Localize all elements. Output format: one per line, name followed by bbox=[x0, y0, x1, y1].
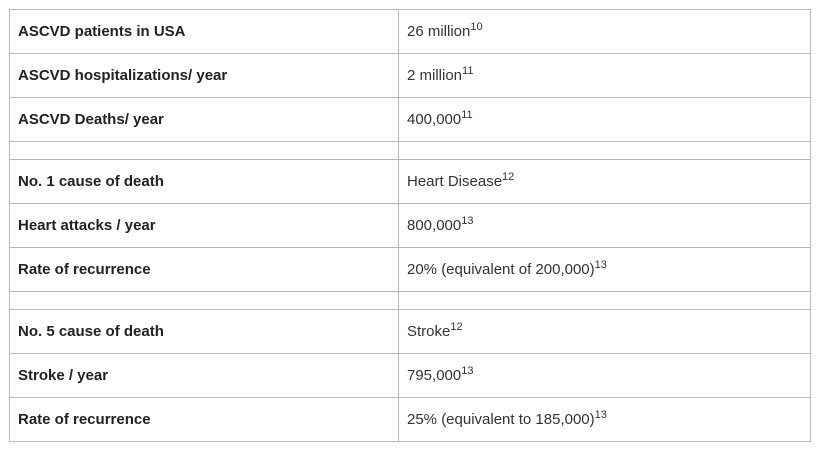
table-row: No. 5 cause of death Stroke12 bbox=[9, 309, 811, 354]
row-value: 400,000 bbox=[407, 111, 462, 128]
reference-superscript: 10 bbox=[470, 21, 483, 33]
row-value: Stroke bbox=[407, 323, 451, 340]
reference-superscript: 13 bbox=[461, 215, 474, 227]
row-value-cell: Heart Disease12 bbox=[398, 159, 811, 204]
reference-superscript: 12 bbox=[450, 321, 463, 333]
reference-superscript: 13 bbox=[461, 365, 474, 377]
row-value: 2 million bbox=[407, 67, 463, 84]
statistics-table: ASCVD patients in USA 26 million10 ASCVD… bbox=[9, 9, 811, 442]
row-value-cell: 400,00011 bbox=[398, 97, 811, 142]
spacer-cell bbox=[9, 141, 399, 160]
table-row: Stroke / year 795,00013 bbox=[9, 353, 811, 398]
row-label: ASCVD hospitalizations/ year bbox=[9, 53, 399, 98]
row-value-cell: 26 million10 bbox=[398, 9, 811, 54]
table-row: Rate of recurrence 20% (equivalent of 20… bbox=[9, 247, 811, 292]
reference-superscript: 11 bbox=[462, 65, 474, 77]
reference-superscript: 13 bbox=[594, 409, 607, 421]
section-spacer-row bbox=[9, 291, 811, 310]
row-value-cell: 795,00013 bbox=[398, 353, 811, 398]
row-label: No. 5 cause of death bbox=[9, 309, 399, 354]
table-row: No. 1 cause of death Heart Disease12 bbox=[9, 159, 811, 204]
spacer-cell bbox=[9, 291, 399, 310]
row-value: Heart Disease bbox=[407, 173, 503, 190]
table-row: Rate of recurrence 25% (equivalent to 18… bbox=[9, 397, 811, 442]
row-value-cell: Stroke12 bbox=[398, 309, 811, 354]
row-value: 795,000 bbox=[407, 367, 462, 384]
row-value: 25% (equivalent to 185,000) bbox=[407, 411, 595, 428]
table-row: ASCVD Deaths/ year 400,00011 bbox=[9, 97, 811, 142]
row-label: Heart attacks / year bbox=[9, 203, 399, 248]
row-value-cell: 20% (equivalent of 200,000)13 bbox=[398, 247, 811, 292]
row-value-cell: 25% (equivalent to 185,000)13 bbox=[398, 397, 811, 442]
row-value: 20% (equivalent of 200,000) bbox=[407, 261, 595, 278]
reference-superscript: 13 bbox=[594, 259, 607, 271]
section-spacer-row bbox=[9, 141, 811, 160]
row-label: ASCVD Deaths/ year bbox=[9, 97, 399, 142]
table-row: ASCVD hospitalizations/ year 2 million11 bbox=[9, 53, 811, 98]
row-value-cell: 2 million11 bbox=[398, 53, 811, 98]
row-label: ASCVD patients in USA bbox=[9, 9, 399, 54]
row-label: Rate of recurrence bbox=[9, 247, 399, 292]
reference-superscript: 11 bbox=[461, 109, 473, 121]
row-value: 26 million bbox=[407, 23, 471, 40]
row-value-cell: 800,00013 bbox=[398, 203, 811, 248]
row-label: No. 1 cause of death bbox=[9, 159, 399, 204]
reference-superscript: 12 bbox=[502, 171, 515, 183]
table-row: Heart attacks / year 800,00013 bbox=[9, 203, 811, 248]
table-row: ASCVD patients in USA 26 million10 bbox=[9, 9, 811, 54]
row-value: 800,000 bbox=[407, 217, 462, 234]
spacer-cell bbox=[398, 291, 811, 310]
row-label: Rate of recurrence bbox=[9, 397, 399, 442]
spacer-cell bbox=[398, 141, 811, 160]
row-label: Stroke / year bbox=[9, 353, 399, 398]
